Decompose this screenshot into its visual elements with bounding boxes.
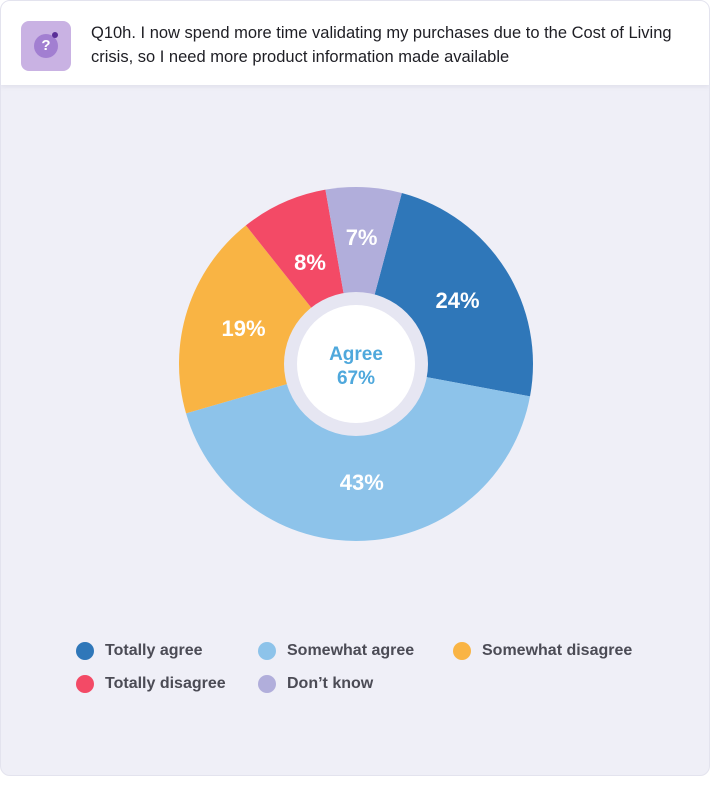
question-text: Q10h. I now spend more time validating m…	[91, 24, 672, 66]
legend-label: Totally agree	[105, 642, 203, 659]
legend-item: Totally disagree	[76, 674, 226, 694]
legend-swatch	[76, 642, 94, 660]
slice-label: 7%	[346, 225, 378, 250]
notification-dot-icon	[52, 32, 58, 38]
legend-item: Totally agree	[76, 641, 203, 661]
legend-label: Somewhat agree	[287, 642, 415, 659]
donut-hole	[297, 305, 415, 423]
legend-swatch	[453, 642, 471, 660]
center-label: Agree	[329, 344, 383, 365]
question-header: ? Q10h. I now spend more time validating…	[1, 1, 709, 85]
legend-item: Somewhat disagree	[453, 641, 632, 661]
slice-somewhat-agree	[186, 364, 531, 541]
center-value: 67%	[337, 368, 375, 389]
legend-item: Don’t know	[258, 674, 373, 694]
slice-label: 19%	[222, 316, 266, 341]
legend-label: Somewhat disagree	[482, 642, 633, 659]
legend-swatch	[76, 675, 94, 693]
legend-swatch	[258, 675, 276, 693]
slice-label: 8%	[294, 250, 326, 275]
slice-label: 24%	[435, 288, 479, 313]
donut-chart: 24% 43% 19% 8% 7% Agree 67%	[178, 187, 533, 541]
question-icon: ?	[21, 21, 71, 71]
slice-don-t-know	[325, 187, 402, 364]
legend-item: Somewhat agree	[258, 641, 414, 661]
chart-card: ? Q10h. I now spend more time validating…	[0, 0, 710, 776]
legend-label: Don’t know	[287, 675, 374, 692]
slice-label: 43%	[340, 470, 384, 495]
legend-label: Totally disagree	[105, 675, 226, 692]
question-mark-icon: ?	[34, 34, 58, 58]
legend-swatch	[258, 642, 276, 660]
